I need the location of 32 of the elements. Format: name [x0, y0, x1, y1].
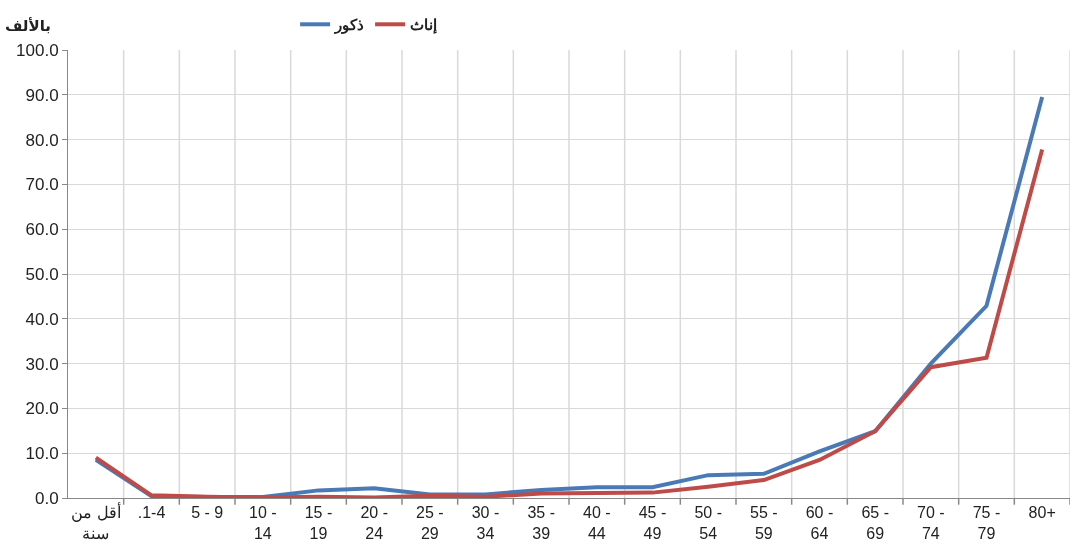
legend-label: ذكور [334, 16, 365, 35]
x-tick-label: 55 - 59 [750, 504, 778, 542]
y-tick-label: 20.0 [25, 399, 59, 419]
x-tick-label: 5 - 9 [191, 504, 224, 522]
x-tick-label: 30 - 34 [471, 504, 500, 542]
y-tick-label: 30.0 [25, 354, 59, 374]
y-tick-label: 90.0 [25, 85, 59, 105]
x-tick-label: 45 - 49 [638, 504, 667, 542]
x-tick-label: 10 - 14 [249, 504, 277, 542]
y-tick-label: 60.0 [25, 220, 59, 240]
y-tick-label: 50.0 [25, 264, 59, 284]
y-tick-label: 70.0 [25, 175, 59, 195]
y-tick-label: 10.0 [25, 444, 59, 464]
x-tick-label: 70 - 74 [917, 504, 945, 542]
x-tick-label: 25 - 29 [416, 504, 444, 542]
x-tick-label: 75 - 79 [972, 504, 1001, 542]
x-tick-label: .1-4 [137, 504, 166, 522]
x-tick-label: 35 - 39 [527, 504, 555, 542]
x-tick-label: 40 - 44 [583, 504, 611, 542]
x-tick-label: 20 - 24 [360, 504, 388, 542]
x-tick-label: 50 - 54 [694, 504, 722, 542]
y-tick-label: 0.0 [34, 488, 59, 508]
x-tick-label: 65 - 69 [861, 504, 889, 542]
x-tick-label: 60 - 64 [805, 504, 834, 542]
y-tick-label: 40.0 [25, 309, 59, 329]
legend-label: إناث [410, 16, 438, 35]
y-axis-title: بالألف [5, 17, 51, 35]
x-tick-label: 80+ [1028, 504, 1056, 522]
y-tick-label: 100.0 [16, 40, 59, 60]
y-tick-label: 80.0 [25, 130, 59, 150]
x-tick-label: أقل من سنة [71, 502, 121, 542]
x-tick-label: 15 - 19 [304, 504, 333, 542]
